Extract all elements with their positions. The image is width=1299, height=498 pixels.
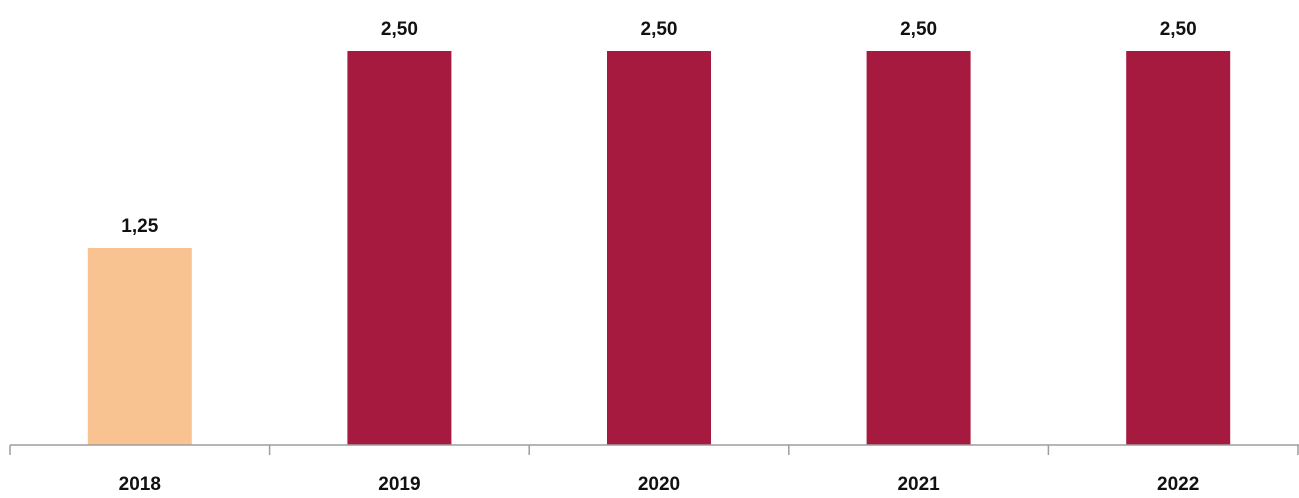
data-label-2018: 1,25: [121, 216, 158, 237]
bar-2019: [347, 51, 452, 445]
data-label-2019: 2,50: [381, 19, 418, 40]
bar-2020: [607, 51, 711, 445]
x-tick-label-2018: 2018: [119, 474, 161, 495]
x-axis-labels-group: 2018 2019 2020 2021 2022: [119, 474, 1200, 495]
bar-2022: [1126, 51, 1231, 445]
value-labels-group: 1,25 2,50 2,50 2,50 2,50: [121, 19, 1196, 237]
x-axis-ticks-group: [9, 445, 1299, 455]
bar-2021: [866, 51, 971, 445]
bar-2018: [87, 248, 192, 445]
bars-group: [87, 51, 1231, 445]
x-tick-label-2019: 2019: [378, 474, 420, 495]
x-tick-label-2022: 2022: [1157, 474, 1199, 495]
data-label-2020: 2,50: [641, 19, 678, 40]
x-tick-label-2020: 2020: [638, 474, 680, 495]
data-label-2022: 2,50: [1160, 19, 1197, 40]
data-label-2021: 2,50: [900, 19, 937, 40]
x-tick-label-2021: 2021: [897, 474, 940, 495]
